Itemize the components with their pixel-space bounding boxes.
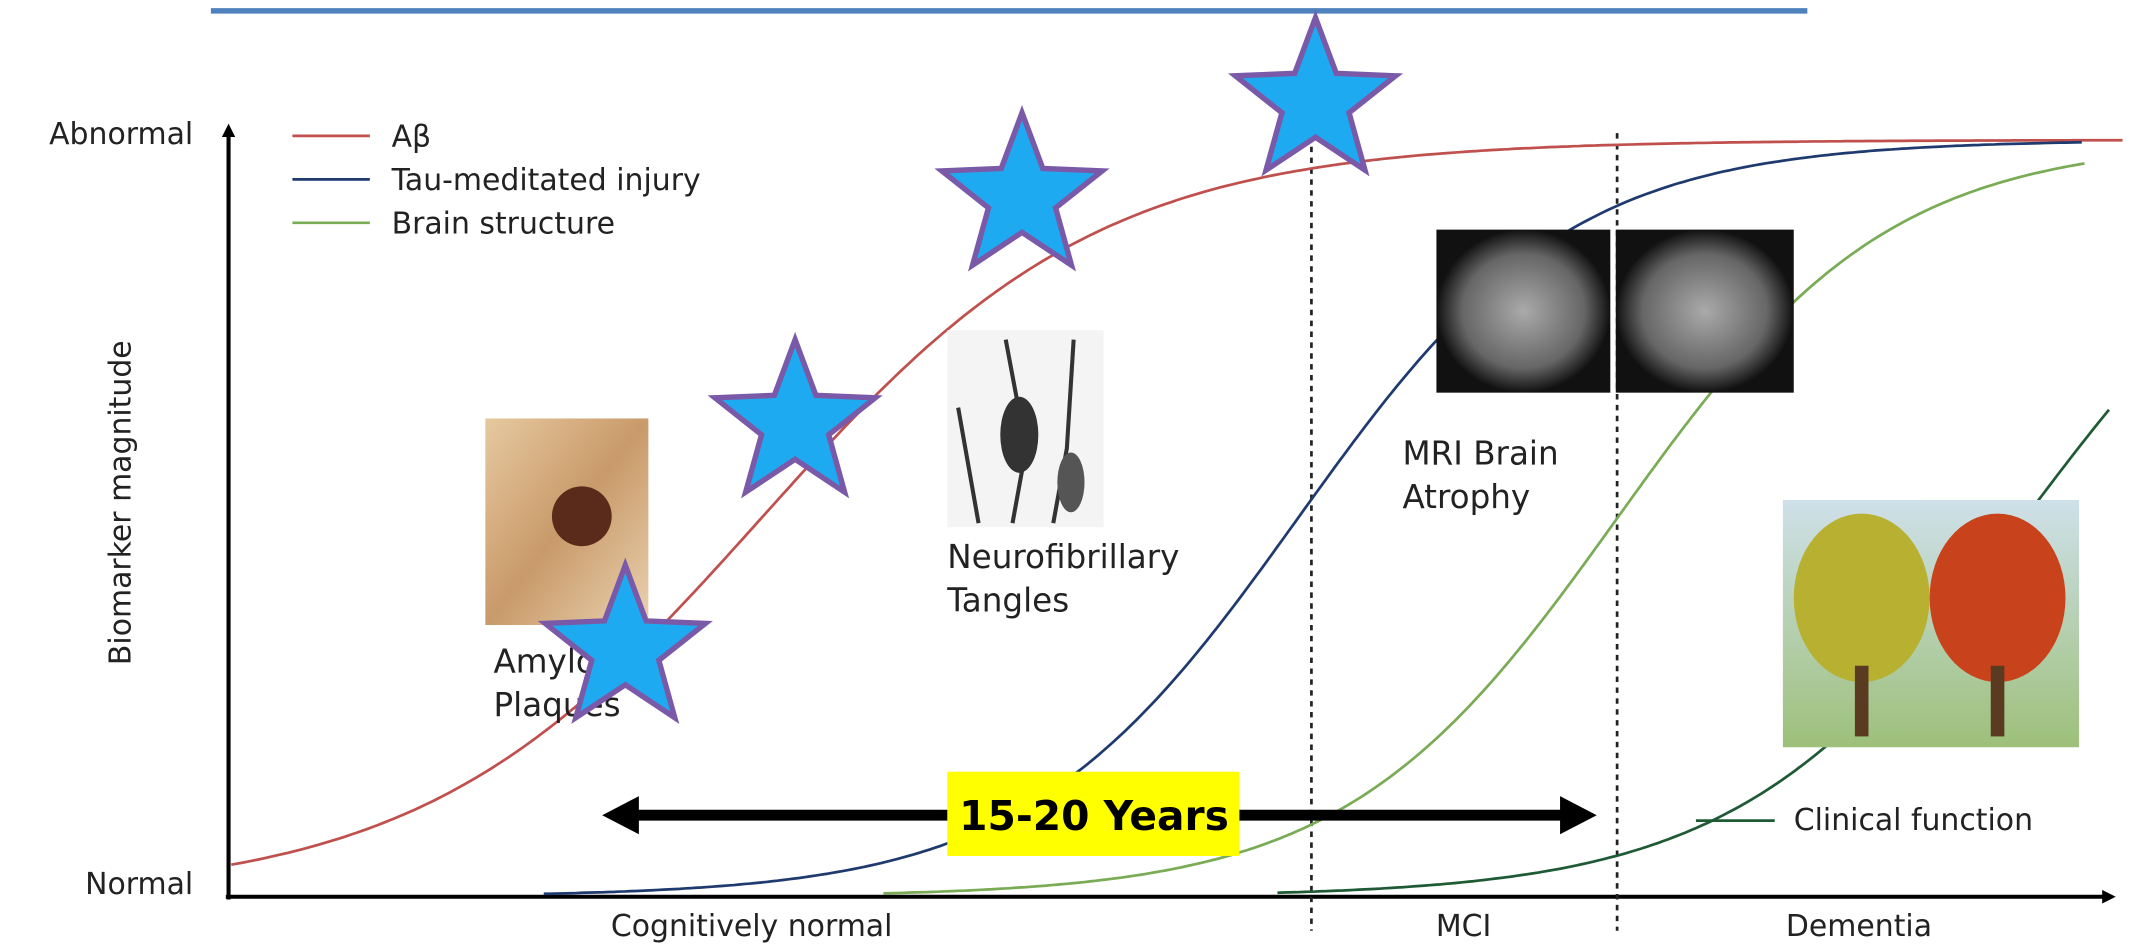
mri-image (1436, 229, 1611, 393)
y-axis-title: Biomarker magnitude (104, 340, 139, 665)
timeline-label: 15-20 Years (959, 792, 1229, 840)
stage-label: Cognitively normal (611, 909, 893, 944)
star (537, 557, 713, 724)
timeline-box (947, 771, 1240, 856)
curve (883, 162, 2085, 895)
legend-label: Aβ (392, 120, 432, 155)
tangles-image (947, 330, 1104, 528)
curve (231, 138, 2123, 867)
mri-image (1615, 229, 1794, 393)
annotation: Atrophy (1402, 478, 1530, 516)
stage-label: MCI (1436, 909, 1491, 944)
legend-label: Brain structure (392, 207, 615, 242)
trees-image (1782, 499, 2080, 748)
y-top-label: Abnormal (49, 117, 193, 152)
star (934, 104, 1110, 272)
annotation: Tangles (946, 581, 1069, 619)
annotation: Neurofibrillary (947, 538, 1179, 576)
y-bottom-label: Normal (85, 867, 193, 902)
amyloid-image (551, 486, 612, 547)
legend-label: Tau-meditated injury (391, 163, 701, 198)
stage-label: Dementia (1786, 909, 1932, 944)
annotation: MRI Brain (1402, 435, 1558, 473)
star (707, 331, 883, 499)
star (1227, 9, 1404, 177)
legend-label: Clinical function (1794, 803, 2033, 838)
curve (543, 140, 2082, 896)
